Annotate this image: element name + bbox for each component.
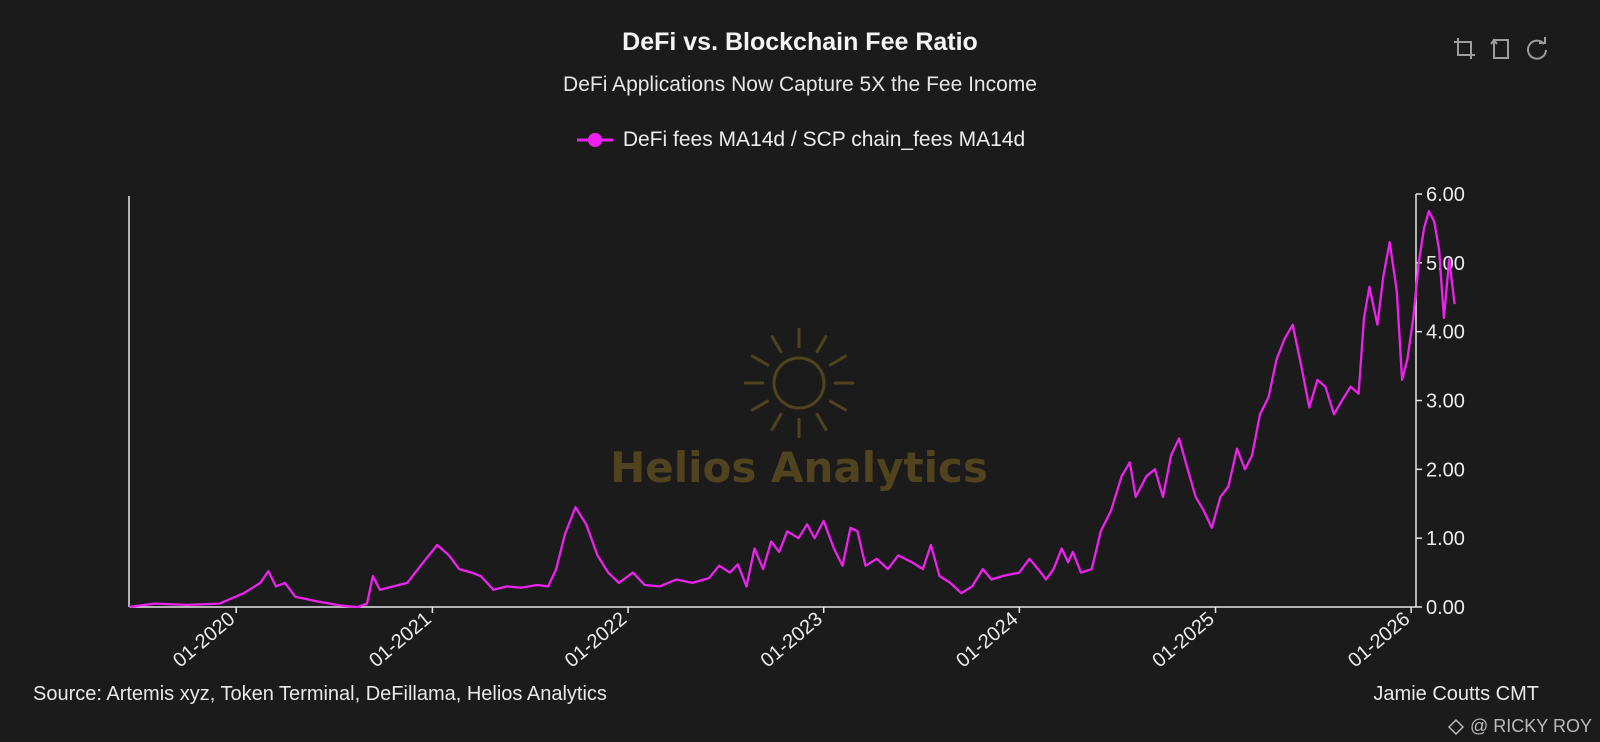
chart-toolbar — [1452, 36, 1550, 62]
sun-ray — [828, 399, 848, 412]
sun-ray — [750, 354, 770, 367]
author-note: Jamie Coutts CMT — [1373, 683, 1539, 705]
y-axis-ticks: 0.00 1.00 2.00 3.00 4.00 5.00 6.00 — [1416, 184, 1465, 619]
credit-text: @ RICKY ROY — [1470, 716, 1592, 736]
series-line-defi-fee-ratio[interactable] — [128, 210, 1456, 609]
y-tick-label: 5.00 — [1426, 253, 1465, 275]
diamond-icon — [1448, 718, 1465, 735]
watermark-text: Helios Analytics — [610, 443, 988, 492]
x-tick-label: 01-2020 — [169, 608, 239, 672]
sun-ray — [770, 334, 783, 354]
x-tick-label: 01-2024 — [952, 608, 1022, 672]
sun-ray — [815, 334, 828, 354]
legend[interactable]: DeFi fees MA14d / SCP chain_fees MA14d — [0, 128, 1600, 152]
x-tick-label: 01-2026 — [1344, 608, 1414, 672]
sun-ray — [828, 354, 848, 367]
y-tick-label: 4.00 — [1426, 322, 1465, 344]
source-note: Source: Artemis xyz, Token Terminal, DeF… — [33, 683, 607, 705]
y-tick-label: 0.00 — [1426, 597, 1465, 619]
x-tick-label: 01-2022 — [561, 608, 631, 672]
sun-ray — [815, 412, 828, 432]
crop-icon[interactable] — [1452, 36, 1478, 62]
chart-subtitle: DeFi Applications Now Capture 5X the Fee… — [563, 73, 1037, 96]
y-tick-label: 3.00 — [1426, 391, 1465, 413]
chart-title: DeFi vs. Blockchain Fee Ratio — [622, 28, 978, 56]
sun-logo-icon — [744, 328, 854, 438]
x-tick-label: 01-2025 — [1148, 608, 1218, 672]
legend-marker-icon — [576, 133, 613, 147]
x-tick-label: 01-2023 — [757, 608, 827, 672]
credit-watermark: @ RICKY ROY — [1448, 716, 1592, 737]
x-tick-label: 01-2021 — [365, 608, 435, 672]
y-tick-label: 2.00 — [1426, 459, 1465, 481]
y-tick-label: 6.00 — [1426, 184, 1465, 206]
sun-ray — [770, 412, 783, 432]
x-axis-ticks: 01-2020 01-2021 01-2022 01-2023 01-2024 01-20… — [169, 607, 1414, 672]
sun-ray — [750, 399, 770, 412]
watermark: Helios Analytics — [610, 328, 988, 492]
legend-label: DeFi fees MA14d / SCP chain_fees MA14d — [622, 128, 1026, 151]
reset-icon[interactable] — [1524, 36, 1550, 62]
undo-crop-icon[interactable] — [1488, 36, 1514, 62]
y-tick-label: 1.00 — [1426, 528, 1465, 550]
